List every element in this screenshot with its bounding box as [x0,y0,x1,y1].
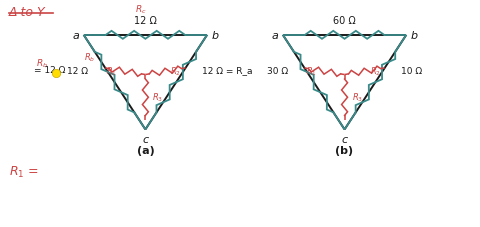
Text: $R_3$: $R_3$ [152,91,164,104]
Text: $R_2$: $R_2$ [170,66,181,78]
Text: (b): (b) [336,146,354,156]
Text: c: c [143,135,148,145]
Text: a: a [272,31,279,41]
Text: 10 Ω: 10 Ω [401,66,422,75]
Text: $R_b$: $R_b$ [36,58,48,70]
Text: 30 Ω: 30 Ω [266,66,288,75]
Text: (a): (a) [136,146,154,156]
Text: 12 Ω: 12 Ω [68,66,88,75]
Text: a: a [73,31,80,41]
Text: $R_1$ =: $R_1$ = [9,165,39,180]
Text: b: b [211,31,218,41]
Text: $R_1$: $R_1$ [306,66,316,78]
Text: $R_1$: $R_1$ [107,66,118,78]
Text: b: b [410,31,418,41]
Text: $R_3$: $R_3$ [351,91,363,104]
Text: 12 Ω = R_a: 12 Ω = R_a [202,66,253,75]
Text: 12 Ω: 12 Ω [134,16,157,26]
Text: $R_2$: $R_2$ [370,66,381,78]
Text: $R_b$: $R_b$ [84,52,96,64]
Text: 60 Ω: 60 Ω [333,16,356,26]
Text: Δ to Y: Δ to Y [9,6,46,19]
Text: = 12 Ω: = 12 Ω [35,65,66,74]
Text: c: c [341,135,348,145]
Text: $R_c$: $R_c$ [134,3,146,16]
